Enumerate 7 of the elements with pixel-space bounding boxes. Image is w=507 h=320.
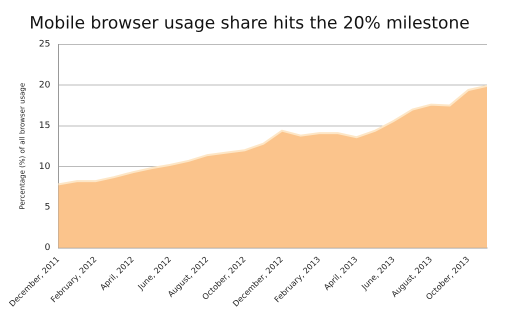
y-tick-label: 25 [38, 40, 50, 50]
y-tick-label: 5 [44, 202, 50, 213]
y-tick-label: 20 [38, 80, 51, 90]
y-tick-label: 0 [44, 243, 51, 254]
chart-title: Mobile browser usage share hits the 20% milestone [29, 14, 470, 34]
y-tick-label: 10 [38, 162, 51, 172]
y-tick-label: 15 [38, 121, 50, 132]
